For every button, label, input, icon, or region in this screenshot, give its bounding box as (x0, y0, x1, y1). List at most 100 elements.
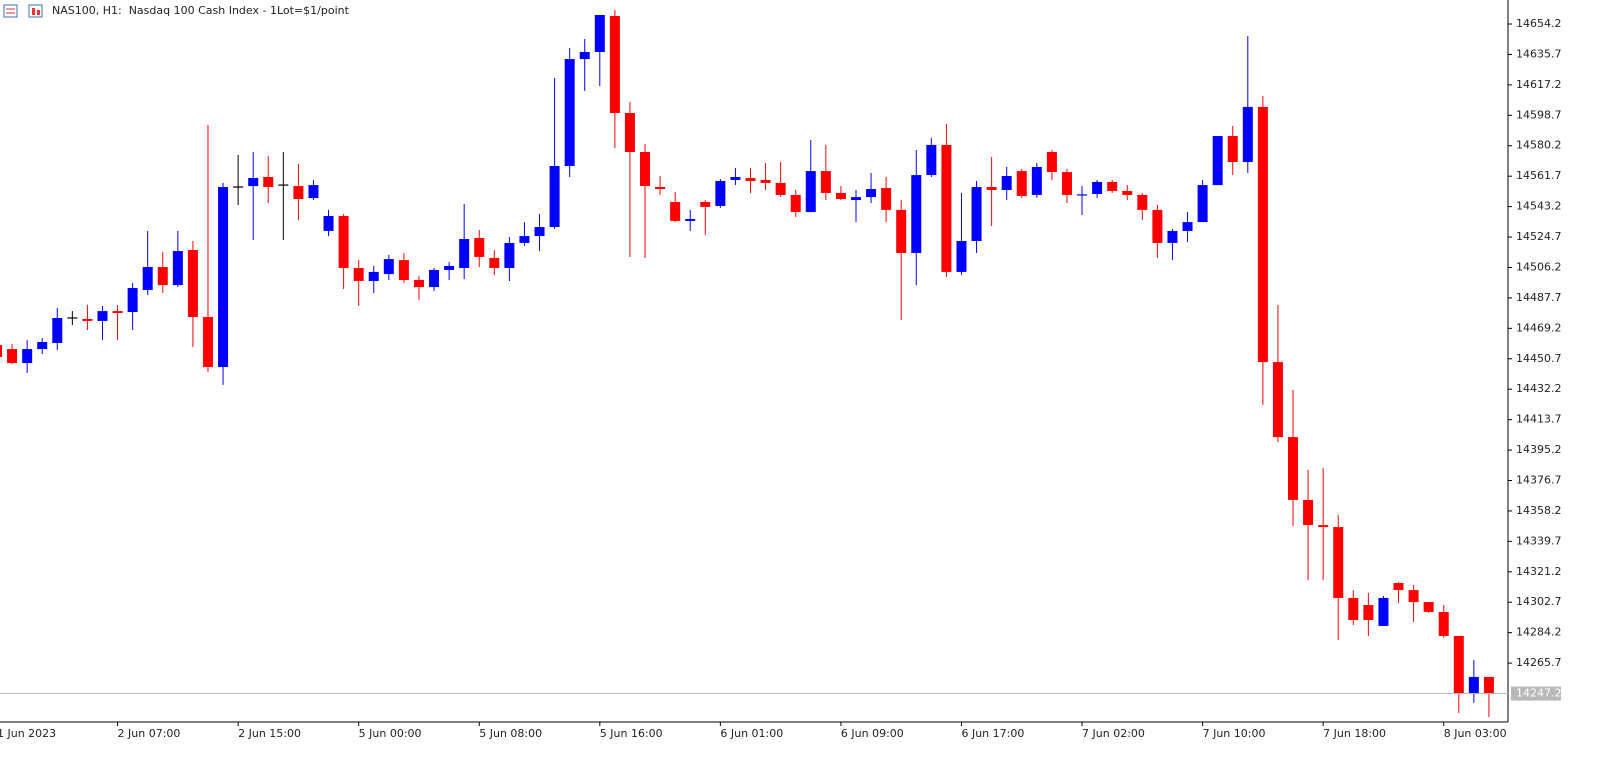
y-tick-label: 14339.7 (1516, 534, 1562, 547)
candle-body (368, 271, 379, 281)
icon-list[interactable] (3, 4, 18, 18)
candle-body (1393, 582, 1404, 591)
candle-body (1227, 136, 1238, 163)
candle-body (1137, 194, 1148, 210)
y-tick-label: 14506.2 (1516, 260, 1562, 273)
candle-body (941, 144, 952, 272)
x-tick-label: 1 Jun 2023 (0, 727, 56, 740)
candle-body (37, 342, 48, 350)
y-tick-label: 14302.7 (1516, 595, 1562, 608)
candle-body (850, 197, 861, 201)
candle-body (624, 113, 635, 152)
chart-title: NAS100, H1: Nasdaq 100 Cash Index - 1Lot… (52, 4, 350, 17)
candle-body (564, 59, 575, 166)
candle-body (1061, 172, 1072, 195)
candle-body (444, 266, 455, 270)
y-tick-label: 14524.7 (1516, 230, 1562, 243)
y-tick-label: 14580.2 (1516, 139, 1562, 152)
y-tick-label: 14654.2 (1516, 17, 1562, 30)
candle-body (1242, 106, 1253, 163)
x-tick-label: 5 Jun 00:00 (359, 727, 422, 740)
last-price-box (1511, 686, 1561, 701)
candle-body (429, 269, 440, 288)
candle-body (293, 186, 304, 200)
candle-body (308, 185, 319, 199)
candle-body (685, 218, 696, 221)
candle-body (1107, 181, 1118, 191)
candle-body (805, 171, 816, 213)
x-tick-label: 6 Jun 17:00 (961, 727, 1024, 740)
candle-body (1378, 597, 1389, 626)
candle-body (218, 187, 229, 368)
x-tick-label: 8 Jun 03:00 (1444, 727, 1507, 740)
y-tick-label: 14376.7 (1516, 474, 1562, 487)
candle-body (896, 209, 907, 254)
candle-body (715, 180, 726, 206)
candle-body (549, 165, 560, 228)
candle-body (866, 189, 877, 198)
candle-body (1438, 611, 1449, 636)
icon-bar (37, 10, 40, 15)
y-tick-label: 14265.7 (1516, 656, 1562, 669)
candle-body (926, 144, 937, 176)
x-tick-label: 7 Jun 18:00 (1323, 727, 1386, 740)
candle-body (1348, 597, 1359, 621)
candle-body (338, 215, 349, 268)
candle-body (52, 317, 63, 343)
candle-body (1212, 136, 1223, 186)
candle-body (971, 187, 982, 241)
candle-body (504, 242, 515, 268)
candle-body (7, 349, 18, 364)
y-tick-label: 14598.7 (1516, 108, 1562, 121)
candle-body (1182, 222, 1193, 231)
candle-body (82, 318, 93, 321)
candle-body (489, 257, 500, 268)
candle-body (22, 349, 33, 364)
candle-body (911, 175, 922, 254)
candle-body (790, 194, 801, 213)
candle-body (1363, 605, 1374, 621)
candle-body (1453, 635, 1464, 695)
y-tick-label: 14432.2 (1516, 382, 1562, 395)
candle-body (1333, 527, 1344, 598)
candle-body (0, 344, 2, 357)
candle-body (835, 192, 846, 200)
candle-body (413, 279, 424, 288)
candle-body (579, 51, 590, 60)
candle-body (775, 182, 786, 195)
candle-body (202, 316, 213, 368)
y-tick-label: 14358.2 (1516, 504, 1562, 517)
candle-body (640, 152, 651, 187)
x-tick-label: 5 Jun 16:00 (600, 727, 663, 740)
candle-body (986, 187, 997, 190)
candle-body (1016, 171, 1027, 196)
y-tick-label: 14617.2 (1516, 78, 1562, 91)
candle-body (1257, 106, 1268, 363)
candle-body (594, 14, 605, 52)
candle-body (248, 177, 259, 187)
candle-body (745, 177, 756, 181)
x-tick-label: 2 Jun 15:00 (238, 727, 301, 740)
y-tick-label: 14635.7 (1516, 47, 1562, 60)
last-price-label: 14247.2 (1516, 687, 1562, 700)
candle-body (881, 188, 892, 210)
candle-body (1288, 437, 1299, 500)
x-tick-label: 5 Jun 08:00 (479, 727, 542, 740)
candle-body (97, 311, 108, 321)
x-tick-label: 6 Jun 09:00 (841, 727, 904, 740)
candle-body (353, 267, 364, 281)
candle-body (1046, 152, 1057, 173)
candle-body (323, 215, 334, 231)
icon-chart[interactable] (28, 4, 43, 18)
candle-body (112, 311, 123, 314)
candle-body (1408, 590, 1419, 603)
candle-body (534, 227, 545, 237)
candle-body (1483, 676, 1494, 694)
icon-bar (32, 8, 35, 15)
candle-body (820, 171, 831, 193)
candle-body (670, 202, 681, 221)
y-tick-label: 14450.7 (1516, 352, 1562, 365)
x-tick-label: 6 Jun 01:00 (720, 727, 783, 740)
candle-body (172, 251, 183, 286)
candle-body (142, 266, 153, 291)
